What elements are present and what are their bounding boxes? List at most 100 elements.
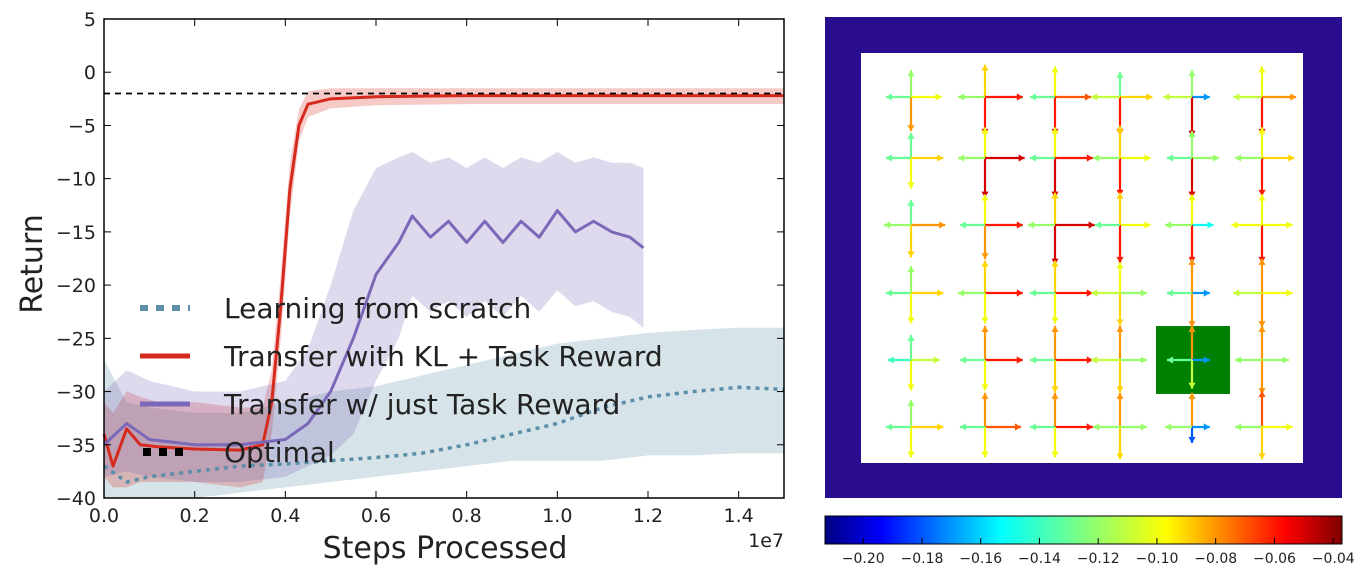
quiver-arrow-head	[1116, 392, 1124, 399]
quiver-arrow-head	[1029, 356, 1036, 364]
quiver-arrow-head	[1086, 356, 1093, 364]
quiver-arrow-head	[1116, 262, 1124, 269]
quiver-arrow-head	[1028, 221, 1035, 229]
line-series-2	[102, 209, 645, 447]
quiver-arrow-head	[1116, 256, 1124, 263]
colorbar-tick-label: −0.16	[959, 551, 1002, 567]
quiver-arrow-head	[1290, 93, 1297, 101]
quiver-arrow-head	[1286, 423, 1293, 431]
quiver-arrow-head	[1258, 189, 1266, 196]
quiver-arrow-head	[1116, 125, 1124, 132]
legend-label: Optimal	[224, 436, 335, 469]
x-multiplier-label: 1e7	[748, 530, 784, 552]
quiver-arrow-head	[1088, 221, 1095, 229]
quiver-arrow-head	[1166, 356, 1173, 364]
quiver-arrow-head	[885, 289, 892, 297]
quiver-arrow-head	[1029, 423, 1036, 431]
quiver-arrow-head	[981, 194, 989, 201]
plot-frame	[103, 18, 785, 499]
quiver-arrow-head	[907, 317, 915, 324]
quiver-arrow-head	[1051, 317, 1059, 324]
colorbar-ticks: −0.20 −0.18 −0.16 −0.14 −0.12 −0.10 −0.08 −0.06…	[842, 538, 1355, 567]
quiver-arrow-head	[958, 93, 965, 101]
quiver-arrow-head	[1188, 382, 1196, 389]
y-tick-label: −15	[56, 222, 96, 244]
quiver-arrow-head	[907, 251, 915, 258]
quiver-arrow-head	[933, 356, 940, 364]
quiver-arrow-head	[1015, 423, 1021, 431]
lines-layer	[102, 92, 785, 484]
y-tick-label: 0	[84, 62, 96, 84]
legend: Learning from scratch Transfer with KL + …	[140, 292, 663, 469]
quiver-arrow-head	[1233, 93, 1240, 101]
legend-label: Learning from scratch	[224, 292, 531, 325]
quiver-arrow-head	[1085, 93, 1091, 101]
quiver-arrow-head	[1258, 127, 1266, 134]
quiver-arrow-head	[981, 451, 989, 458]
quiver-arrow-head	[1091, 93, 1098, 101]
quiver-arrow-head	[1144, 154, 1151, 162]
quiver-arrow-head	[1094, 221, 1101, 229]
gridworld-floor	[861, 53, 1303, 463]
legend-label: Transfer w/ just Task Reward	[223, 388, 620, 421]
quiver-arrow-head	[958, 154, 965, 162]
quiver-arrow-head	[1091, 289, 1098, 297]
quiver-arrow-head	[1165, 423, 1172, 431]
quiver-arrow-head	[1016, 289, 1023, 297]
quiver-arrow-head	[1116, 325, 1124, 332]
quiver-arrow-head	[1116, 319, 1124, 326]
x-ticks: 0.0 0.2 0.4 0.6 0.8 1.0 1.2 1.4	[89, 19, 754, 527]
colorbar-tick-label: −0.06	[1253, 551, 1296, 567]
y-tick-label: −5	[68, 115, 96, 137]
quiver-arrow-head	[1188, 131, 1196, 138]
colorbar-gradient	[824, 515, 1343, 545]
quiver-arrow-head	[1051, 325, 1059, 332]
quiver-arrow-head	[981, 64, 989, 71]
x-axis-label: Steps Processed	[323, 531, 568, 566]
quiver-arrow-head	[1258, 391, 1266, 397]
quiver-arrow-head	[1140, 356, 1147, 364]
quiver-arrow-head	[1288, 154, 1295, 162]
colorbar-tick-label: −0.14	[1018, 551, 1061, 567]
quiver-arrow-head	[907, 70, 915, 77]
y-ticks: 5 0 −5 −10 −15 −20 −25 −30 −35 −40	[56, 9, 784, 510]
quiver-arrow-head	[958, 289, 965, 297]
quiver-arrow-head	[1212, 154, 1219, 162]
colorbar-tick-label: −0.12	[1077, 551, 1120, 567]
quiver-arrow-head	[1166, 289, 1173, 297]
quiver-arrow-head	[981, 317, 989, 324]
quiver-arrow-head	[1286, 221, 1293, 229]
quiver-arrow-head	[1233, 289, 1240, 297]
gridworld-panel	[825, 17, 1342, 498]
quiver-arrow-head	[1235, 154, 1242, 162]
quiver-arrow-head	[1116, 453, 1124, 460]
quiver-arrow-head	[1086, 289, 1093, 297]
line-chart: 0.0 0.2 0.4 0.6 0.8 1.0 1.2 1.4 5 0 −5 −10 −15 −20 −2…	[15, 9, 785, 566]
quiver-arrow-head	[1286, 289, 1293, 297]
quiver-arrow-head	[907, 400, 915, 407]
quiver-arrow-head	[1166, 154, 1173, 162]
x-tick-label: 1.0	[542, 505, 572, 527]
line-series-1	[102, 94, 784, 468]
quiver-arrow-head	[1203, 356, 1210, 364]
quiver-arrow-head	[1051, 66, 1059, 73]
quiver-arrow-head	[1258, 66, 1266, 73]
x-tick-label: 1.2	[633, 505, 663, 527]
quiver-arrow-head	[1258, 194, 1266, 201]
quiver-arrow-head	[1086, 423, 1093, 431]
colorbar: −0.20 −0.18 −0.16 −0.14 −0.12 −0.10 −0.08 −0.06…	[824, 515, 1355, 567]
y-tick-label: −20	[56, 275, 96, 297]
quiver-arrow-head	[1163, 93, 1170, 101]
quiver-arrow-head	[1258, 325, 1266, 332]
colorbar-tick-label: −0.08	[1194, 551, 1237, 567]
quiver-arrow-head	[981, 384, 989, 391]
quiver-arrow-head	[907, 182, 915, 189]
y-tick-label: 5	[84, 9, 96, 31]
line-series-0	[102, 385, 785, 484]
quiver-arrow-head	[937, 154, 944, 162]
quiver-arrow-head	[1231, 221, 1238, 229]
quiver-arrow-head	[1116, 386, 1124, 393]
quiver-arrow-head	[939, 221, 946, 229]
x-tick-label: 0.0	[89, 505, 119, 527]
